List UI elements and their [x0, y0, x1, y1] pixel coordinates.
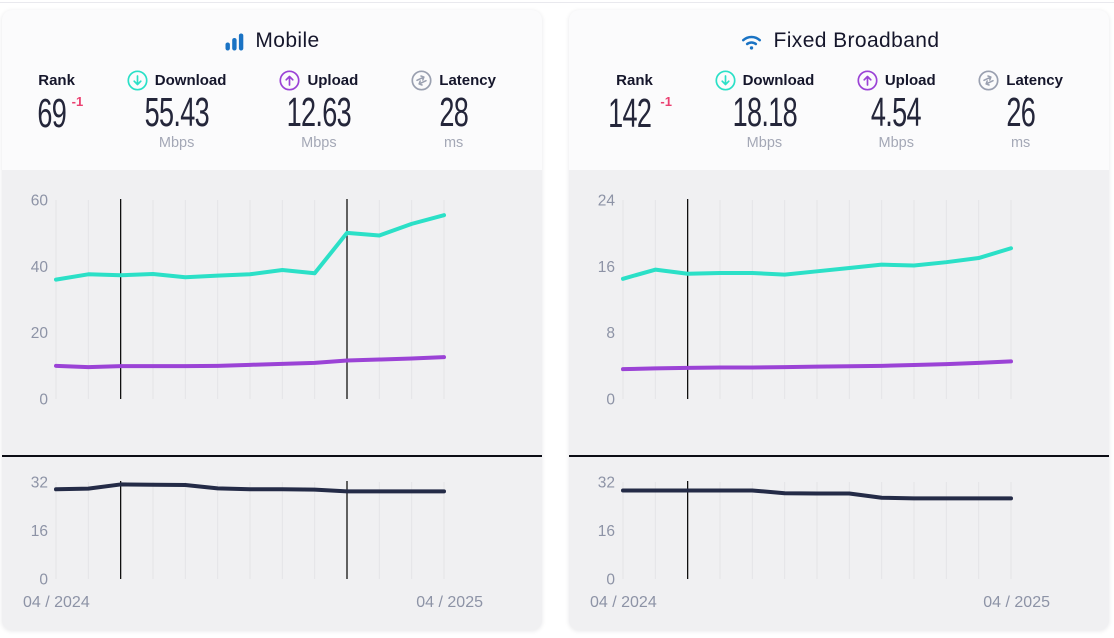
download-label: Download [742, 71, 815, 89]
fixed-upload-stat: Upload 4.54 Mbps [857, 69, 936, 151]
latency-label: Latency [1006, 71, 1063, 89]
svg-text:40: 40 [31, 259, 49, 276]
latency-value: 26 [1006, 89, 1036, 135]
rank-value: 69 [37, 90, 67, 136]
latency-unit: ms [1010, 135, 1031, 152]
fixed-card-title: Fixed Broadband [569, 25, 1109, 57]
svg-text:16: 16 [598, 523, 615, 540]
latency-icon [978, 69, 999, 91]
download-unit: Mbps [158, 135, 195, 152]
fixed-latency-chart: 0 16 32 04 / 2024 04 / 2025 [590, 475, 1050, 612]
fixed-rank-stat: Rank 142 -1 [597, 69, 672, 151]
mobile-charts: 0 20 40 60 0 16 32 04 / 2024 04 / 2025 [2, 170, 542, 630]
upload-unit: Mbps [301, 135, 337, 152]
mobile-stats-row: Rank 69 -1 Download [2, 57, 542, 151]
mobile-card: Mobile Rank 69 -1 [2, 10, 542, 630]
svg-text:32: 32 [598, 475, 615, 492]
svg-text:8: 8 [606, 325, 615, 342]
svg-text:32: 32 [31, 475, 48, 492]
rank-value: 142 [608, 90, 652, 136]
upload-value: 12.63 [286, 89, 352, 135]
fixed-card-header: Fixed Broadband Rank 142 -1 [569, 10, 1109, 170]
cards-row: Mobile Rank 69 -1 [2, 10, 1109, 630]
svg-text:04 / 2024: 04 / 2024 [590, 594, 657, 611]
svg-text:0: 0 [39, 392, 48, 409]
mobile-speed-chart: 0 20 40 60 [31, 193, 446, 409]
upload-value: 4.54 [871, 89, 922, 135]
download-arrow-icon [127, 69, 148, 91]
mobile-card-title: Mobile [2, 25, 542, 57]
latency-value: 28 [439, 89, 469, 135]
svg-text:60: 60 [31, 193, 49, 210]
mobile-latency-stat: Latency 28 ms [411, 69, 496, 151]
mobile-signal-bars-icon [225, 33, 244, 50]
upload-label: Upload [307, 71, 359, 89]
panel-title: Mobile [255, 29, 320, 52]
upload-arrow-icon [857, 69, 878, 91]
svg-text:04 / 2024: 04 / 2024 [23, 594, 90, 611]
svg-text:0: 0 [39, 572, 48, 589]
fixed-broadband-card: Fixed Broadband Rank 142 -1 [569, 10, 1109, 630]
svg-text:04 / 2025: 04 / 2025 [983, 594, 1050, 611]
mobile-rank-stat: Rank 69 -1 [30, 69, 83, 151]
svg-text:04 / 2025: 04 / 2025 [416, 594, 483, 611]
chart-divider [569, 455, 1109, 457]
wifi-icon [741, 35, 761, 50]
svg-text:24: 24 [598, 193, 616, 210]
fixed-speed-chart: 0 8 16 24 [598, 193, 1013, 409]
svg-text:20: 20 [31, 325, 49, 342]
upload-unit: Mbps [878, 135, 914, 152]
svg-text:16: 16 [31, 523, 48, 540]
latency-icon [411, 69, 432, 91]
latency-label: Latency [439, 71, 496, 89]
rank-delta-badge: -1 [71, 94, 84, 109]
download-unit: Mbps [746, 135, 783, 152]
fixed-download-stat: Download 18.18 Mbps [715, 69, 815, 152]
panel-title: Fixed Broadband [773, 29, 940, 52]
rank-label: Rank [38, 71, 75, 89]
upload-label: Upload [884, 71, 936, 89]
chart-divider [2, 455, 542, 457]
download-label: Download [154, 71, 227, 89]
svg-text:16: 16 [598, 259, 615, 276]
download-value: 18.18 [732, 89, 797, 135]
rank-label: Rank [616, 71, 653, 89]
mobile-card-header: Mobile Rank 69 -1 [2, 10, 542, 170]
mobile-download-stat: Download 55.43 Mbps [127, 69, 227, 152]
fixed-charts: 0 8 16 24 0 16 32 04 / 2024 04 / 2025 [569, 170, 1109, 630]
rank-delta-badge: -1 [660, 94, 672, 109]
download-value: 55.43 [144, 89, 209, 135]
latency-unit: ms [443, 135, 464, 152]
mobile-latency-chart: 0 16 32 04 / 2024 04 / 2025 [23, 475, 483, 612]
top-divider [0, 2, 1114, 3]
fixed-stats-row: Rank 142 -1 Download [569, 57, 1109, 151]
fixed-latency-stat: Latency 26 ms [978, 69, 1063, 151]
upload-arrow-icon [279, 69, 300, 91]
download-arrow-icon [715, 69, 736, 91]
svg-text:0: 0 [606, 572, 615, 589]
svg-text:0: 0 [606, 392, 615, 409]
mobile-upload-stat: Upload 12.63 Mbps [270, 69, 368, 151]
